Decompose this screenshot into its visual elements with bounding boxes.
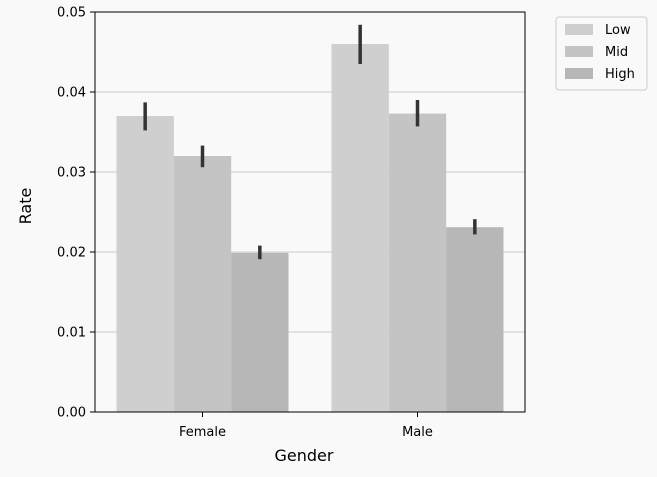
bar-high-male <box>446 227 504 412</box>
y-tick-label: 0.00 <box>57 406 86 421</box>
bar-mid-male <box>388 113 447 412</box>
legend-label-high: High <box>605 67 635 82</box>
bar-low-male <box>331 44 389 412</box>
bar-high-female <box>231 252 289 412</box>
x-tick-label: Male <box>402 425 433 440</box>
legend-swatch-mid <box>565 46 593 57</box>
x-axis: Female Male <box>179 412 433 440</box>
y-axis-label: Rate <box>16 188 35 225</box>
y-tick-label: 0.05 <box>57 6 86 21</box>
legend: Low Mid High <box>555 16 648 91</box>
legend-swatch-high <box>565 68 593 79</box>
y-tick-label: 0.01 <box>57 326 86 341</box>
legend-label-mid: Mid <box>605 45 628 60</box>
y-axis: 0.00 0.01 0.02 0.03 0.04 0.05 <box>57 6 95 421</box>
y-tick-label: 0.04 <box>57 86 86 101</box>
y-tick-label: 0.03 <box>57 166 86 181</box>
y-tick-label: 0.02 <box>57 246 86 261</box>
bar-mid-female <box>173 156 232 412</box>
legend-swatch-low <box>565 24 593 35</box>
plot-frame <box>94 11 526 413</box>
x-axis-label: Gender <box>275 446 334 465</box>
x-tick-label: Female <box>179 425 226 440</box>
error-bars <box>143 24 477 260</box>
bar-low-female <box>116 116 174 412</box>
legend-label-low: Low <box>605 23 631 38</box>
bars <box>116 44 504 412</box>
